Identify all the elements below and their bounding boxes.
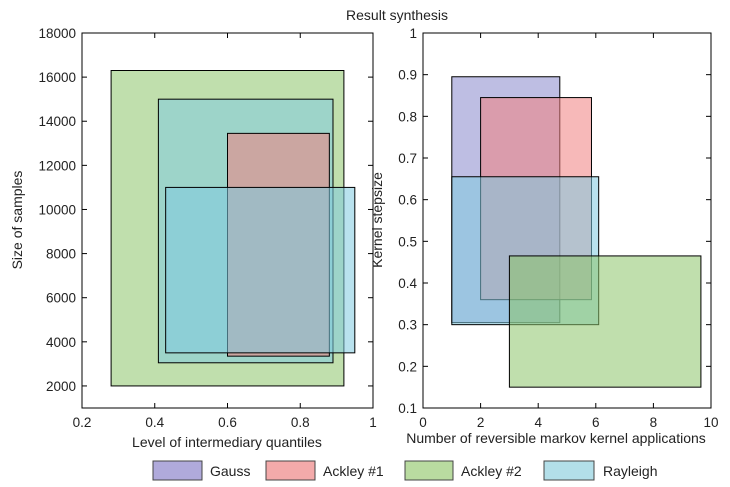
left-y-tick-label: 18000 (38, 26, 76, 41)
right-y-tick-label: 0.4 (398, 276, 417, 291)
right-x-axis-label: Number of reversible markov kernel appli… (406, 430, 706, 446)
right-x-tick-label: 10 (703, 415, 718, 430)
legend-entry-rayleigh: Rayleigh (543, 460, 657, 481)
right-x-tick-label: 8 (650, 415, 658, 430)
legend-entry-ackley-2: Ackley #2 (404, 460, 522, 481)
legend-entry-gauss: Gauss (152, 460, 250, 481)
legend-label-rayleigh: Rayleigh (603, 463, 657, 479)
left-box-rayleigh-3 (165, 186, 356, 354)
right-x-tick-label: 2 (477, 415, 485, 430)
right-y-axis-label: Kernel stepsize (369, 172, 385, 268)
left-y-tick-label: 6000 (46, 291, 76, 306)
right-chart-boxes (451, 76, 702, 388)
right-box-ackley-2-3 (508, 255, 702, 388)
right-x-tick-label: 0 (419, 415, 427, 430)
left-chart-boxes (110, 70, 356, 387)
left-x-tick-label: 0.2 (73, 415, 92, 430)
right-y-tick-label: 0.6 (398, 193, 417, 208)
right-chart-ticks: 0 2 4 6 8 10 0.1 0.2 0.3 0.4 0.5 0.6 0.7 0.8 0.9 1 (398, 26, 718, 430)
left-y-tick-label: 14000 (38, 114, 76, 129)
right-y-tick-label: 0.7 (398, 151, 417, 166)
right-y-tick-label: 0.8 (398, 109, 417, 124)
left-x-tick-label: 0.6 (218, 415, 237, 430)
left-x-tick-label: 1 (369, 415, 377, 430)
right-y-tick-label: 0.9 (398, 68, 417, 83)
left-y-axis-label: Size of samples (9, 171, 25, 270)
legend-swatch-rayleigh (543, 460, 595, 481)
right-y-tick-label: 0.3 (398, 318, 417, 333)
right-plot-frame (422, 32, 712, 409)
left-chart-ticks: 0.2 0.4 0.6 0.8 1200040006000800010000120001… (38, 26, 376, 430)
left-y-tick-label: 2000 (46, 379, 76, 394)
left-y-tick-label: 16000 (38, 70, 76, 85)
legend-label-gauss: Gauss (210, 463, 250, 479)
legend-label-ackley-1: Ackley #1 (323, 463, 384, 479)
left-y-tick-label: 8000 (46, 247, 76, 262)
right-y-tick-label: 0.5 (398, 234, 417, 249)
right-y-tick-label: 0.2 (398, 359, 417, 374)
right-x-tick-label: 4 (534, 415, 542, 430)
legend-swatch-gauss (152, 460, 203, 481)
left-x-tick-label: 0.8 (291, 415, 310, 430)
chart-title: Result synthesis (346, 7, 448, 23)
left-x-tick-label: 0.4 (145, 415, 164, 430)
right-y-tick-label: 0.1 (398, 401, 417, 416)
legend-entry-ackley-1: Ackley #1 (265, 460, 384, 481)
left-y-tick-label: 4000 (46, 335, 76, 350)
legend-swatch-ackley-2 (404, 460, 454, 481)
legend-label-ackley-2: Ackley #2 (461, 463, 522, 479)
right-chart: 0 2 4 6 8 10 0.1 0.2 0.3 0.4 0.5 0.6 0.7 0.8 0.9 1 Numb… (369, 26, 719, 446)
legend: Gauss Ackley #1 Ackley #2 Rayleigh (152, 460, 657, 481)
left-chart: 0.2 0.4 0.6 0.8 1200040006000800010000120001… (9, 26, 377, 450)
left-x-axis-label: Level of intermediary quantiles (132, 434, 322, 450)
legend-swatch-ackley-1 (265, 460, 316, 481)
right-y-tick-label: 1 (409, 26, 417, 41)
right-x-tick-label: 6 (592, 415, 600, 430)
left-y-tick-label: 12000 (38, 158, 76, 173)
left-y-tick-label: 10000 (38, 202, 76, 217)
